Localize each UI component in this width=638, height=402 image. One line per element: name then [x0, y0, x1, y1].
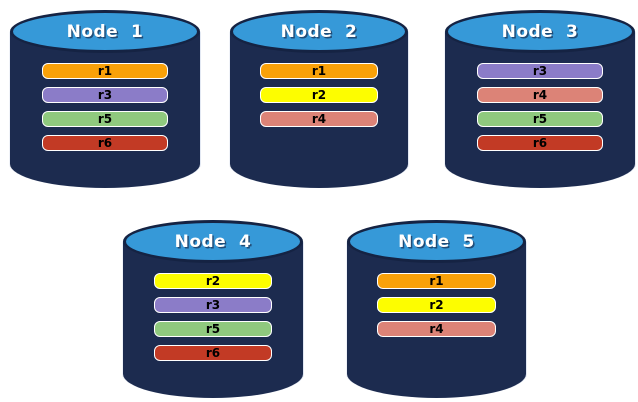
node-5-title: Node 5: [398, 231, 475, 252]
node-4-replica-list: r2 r3 r5 r6: [153, 273, 273, 361]
replica-label: r4: [311, 112, 327, 126]
replica-bar-r6: r6: [42, 135, 168, 151]
node-4-cylinder-body: [123, 241, 303, 398]
node-1-cylinder-top: Node 1: [10, 10, 200, 53]
node-3-replica-list: r3 r4 r5 r6: [477, 63, 603, 151]
replica-label: r2: [429, 298, 444, 312]
replica-bar-r4: r4: [377, 321, 496, 337]
node-4-title: Node 4: [174, 231, 252, 252]
replica-label: r1: [311, 64, 327, 78]
node-5-replica-list: r1 r2 r4: [377, 273, 496, 337]
node-2-cylinder-body: [230, 31, 408, 188]
node-5-cylinder-body: [347, 241, 526, 398]
replica-label: r2: [205, 274, 221, 288]
replica-bar-r2: r2: [377, 297, 496, 313]
replica-bar-r1: r1: [260, 63, 378, 79]
replica-label: r3: [97, 88, 113, 102]
replica-bar-r3: r3: [153, 297, 273, 313]
node-1-title: Node 1: [66, 21, 144, 42]
node-2-cylinder-top: Node 2: [230, 10, 408, 53]
replica-label: r1: [97, 64, 113, 78]
replica-label: r3: [532, 64, 548, 78]
node-2-cylinder: Node 2 r1 r2 r4: [230, 10, 408, 188]
replica-bar-r1: r1: [377, 273, 496, 289]
replica-bar-r5: r5: [477, 111, 603, 127]
replica-bar-r2: r2: [153, 273, 273, 289]
node-1-replica-list: r1 r3 r5 r6: [42, 63, 168, 151]
node-5-cylinder: Node 5 r1 r2 r4: [347, 220, 526, 398]
replica-bar-r5: r5: [153, 321, 273, 337]
replica-bar-r3: r3: [42, 87, 168, 103]
replica-label: r5: [97, 112, 113, 126]
replica-label: r6: [532, 136, 548, 150]
replica-bar-r6: r6: [477, 135, 603, 151]
node-3-cylinder-top: Node 3: [445, 10, 635, 53]
replica-label: r6: [205, 346, 221, 360]
node-4-cylinder-top: Node 4: [123, 220, 303, 263]
replica-bar-r4: r4: [477, 87, 603, 103]
replica-label: r3: [205, 298, 221, 312]
node-3-cylinder-body: [445, 31, 635, 188]
replica-label: r5: [532, 112, 548, 126]
node-3-title: Node 3: [501, 21, 579, 42]
replica-bar-r4: r4: [260, 111, 378, 127]
replica-bar-r3: r3: [477, 63, 603, 79]
replica-bar-r2: r2: [260, 87, 378, 103]
node-1-cylinder: Node 1 r1 r3 r5 r6: [10, 10, 200, 188]
replica-bar-r5: r5: [42, 111, 168, 127]
replica-label: r6: [97, 136, 113, 150]
replica-label: r4: [429, 322, 444, 336]
replica-label: r2: [311, 88, 327, 102]
node-3-cylinder: Node 3 r3 r4 r5 r6: [445, 10, 635, 188]
node-2-replica-list: r1 r2 r4: [260, 63, 378, 127]
replica-label: r4: [532, 88, 548, 102]
node-5-cylinder-top: Node 5: [347, 220, 526, 263]
replica-label: r5: [205, 322, 221, 336]
replica-bar-r6: r6: [153, 345, 273, 361]
node-4-cylinder: Node 4 r2 r3 r5 r6: [123, 220, 303, 398]
node-1-cylinder-body: [10, 31, 200, 188]
replica-label: r1: [429, 274, 444, 288]
replica-bar-r1: r1: [42, 63, 168, 79]
node-2-title: Node 2: [280, 21, 358, 42]
